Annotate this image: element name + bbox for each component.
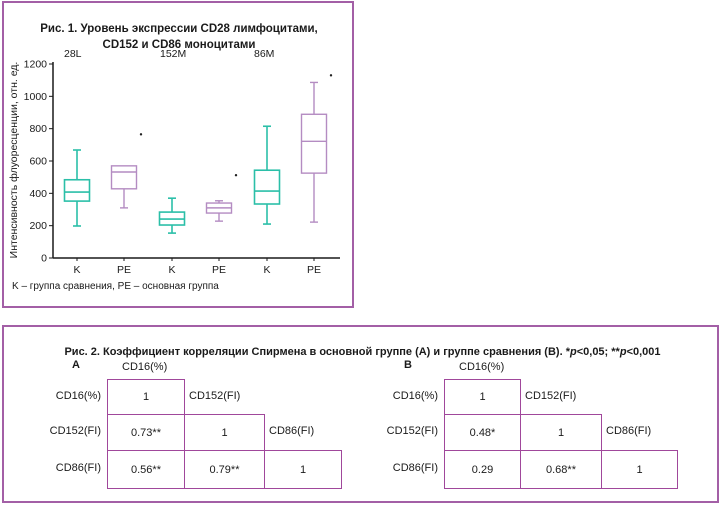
chart-footnote: K – группа сравнения, PE – основная груп… [12,281,219,292]
box-plot-28l-pe [110,133,143,209]
correlation-cell: 1 [264,450,342,489]
group-label: 152M [160,48,186,60]
outlier-point [234,174,238,177]
box-plot-28l-k [63,149,91,227]
x-tick-label: K [73,264,80,276]
column-header: CD86(FI) [269,425,315,437]
figure-1-title-line-1: Рис. 1. Уровень экспрессии CD28 лимфоцит… [40,23,318,35]
row-header: CD86(FI) [55,462,101,474]
figure-2-title: Рис. 2. Коэффициент корреляции Спирмена … [4,344,720,360]
panel-letter: В [404,359,412,371]
correlation-cell: 0.56** [107,450,185,489]
y-tick-label: 1000 [24,91,48,103]
box-iqr [110,165,138,190]
outlier-point [329,74,333,77]
correlation-cell: 1 [444,379,521,415]
group-label: 86M [254,48,274,60]
correlation-cell: 0.73** [107,414,185,451]
correlation-cell: 0.68** [520,450,602,489]
boxes [63,74,333,234]
y-tick-label: 600 [29,156,47,168]
x-tick-label: PE [117,264,131,276]
figure-2-title-mid: <0,05; ** [576,346,620,358]
correlation-cell: 0.79** [184,450,265,489]
panel-letter: А [72,359,80,371]
y-tick-label: 200 [29,220,47,232]
box-plot-152m-k [158,197,186,234]
column-header: CD152(FI) [525,389,577,402]
y-axis-label: Интенсивность флуоресценции, отн. ед. [8,62,20,259]
column-header: CD16(%) [122,361,168,373]
x-tick-label: K [263,264,270,276]
box-plot-86m-pe [300,74,333,223]
row-header: CD86(FI) [392,462,438,474]
box-iqr [300,113,328,174]
correlation-cell: 1 [184,414,265,451]
p-symbol-2: p [619,346,627,358]
row-header: CD16(%) [55,389,101,402]
box-iqr [63,178,91,202]
figure-1-title: Рис. 1. Уровень экспрессии CD28 лимфоцит… [4,21,354,53]
correlation-cell: 1 [107,379,185,415]
correlation-cell: 1 [601,450,678,489]
x-tick-label: K [168,264,175,276]
column-header: CD86(FI) [606,425,652,437]
figure-2-frame: Рис. 2. Коэффициент корреляции Спирмена … [2,325,719,503]
figure-1-title-line-2: CD152 и CD86 моноцитами [102,39,256,51]
y-axis: 0 200 400 600 800 1000 1200 [24,59,54,265]
box-plot-152m-pe [205,174,238,222]
figure-2-title-suffix: <0,001 [626,346,661,358]
x-tick-label: PE [212,264,226,276]
column-header: CD16(%) [459,361,505,373]
correlation-cell: 1 [520,414,602,451]
y-tick-label: 800 [29,123,47,135]
figure-2-title-prefix: Рис. 2. Коэффициент корреляции Спирмена … [64,346,570,358]
correlation-cell: 0.48* [444,414,521,451]
y-tick-label: 400 [29,188,47,200]
y-tick-label: 1200 [24,59,48,71]
row-header: CD152(FI) [386,425,438,437]
x-axis: K PE K PE K PE [53,257,340,276]
group-label: 28L [64,48,82,60]
box-iqr [253,169,281,205]
correlation-cell: 0.29 [444,450,521,489]
row-header: CD16(%) [392,389,438,402]
box-plot-86m-k [253,125,281,225]
column-header: CD152(FI) [189,389,241,402]
y-tick-label: 0 [41,253,47,265]
x-tick-label: PE [307,264,321,276]
figure-1-frame: Рис. 1. Уровень экспрессии CD28 лимфоцит… [2,1,354,308]
row-header: CD152(FI) [49,425,101,437]
p-symbol-1: p [569,346,577,358]
group-labels: 28L 152M 86M [64,48,274,60]
outlier-point [139,133,143,136]
